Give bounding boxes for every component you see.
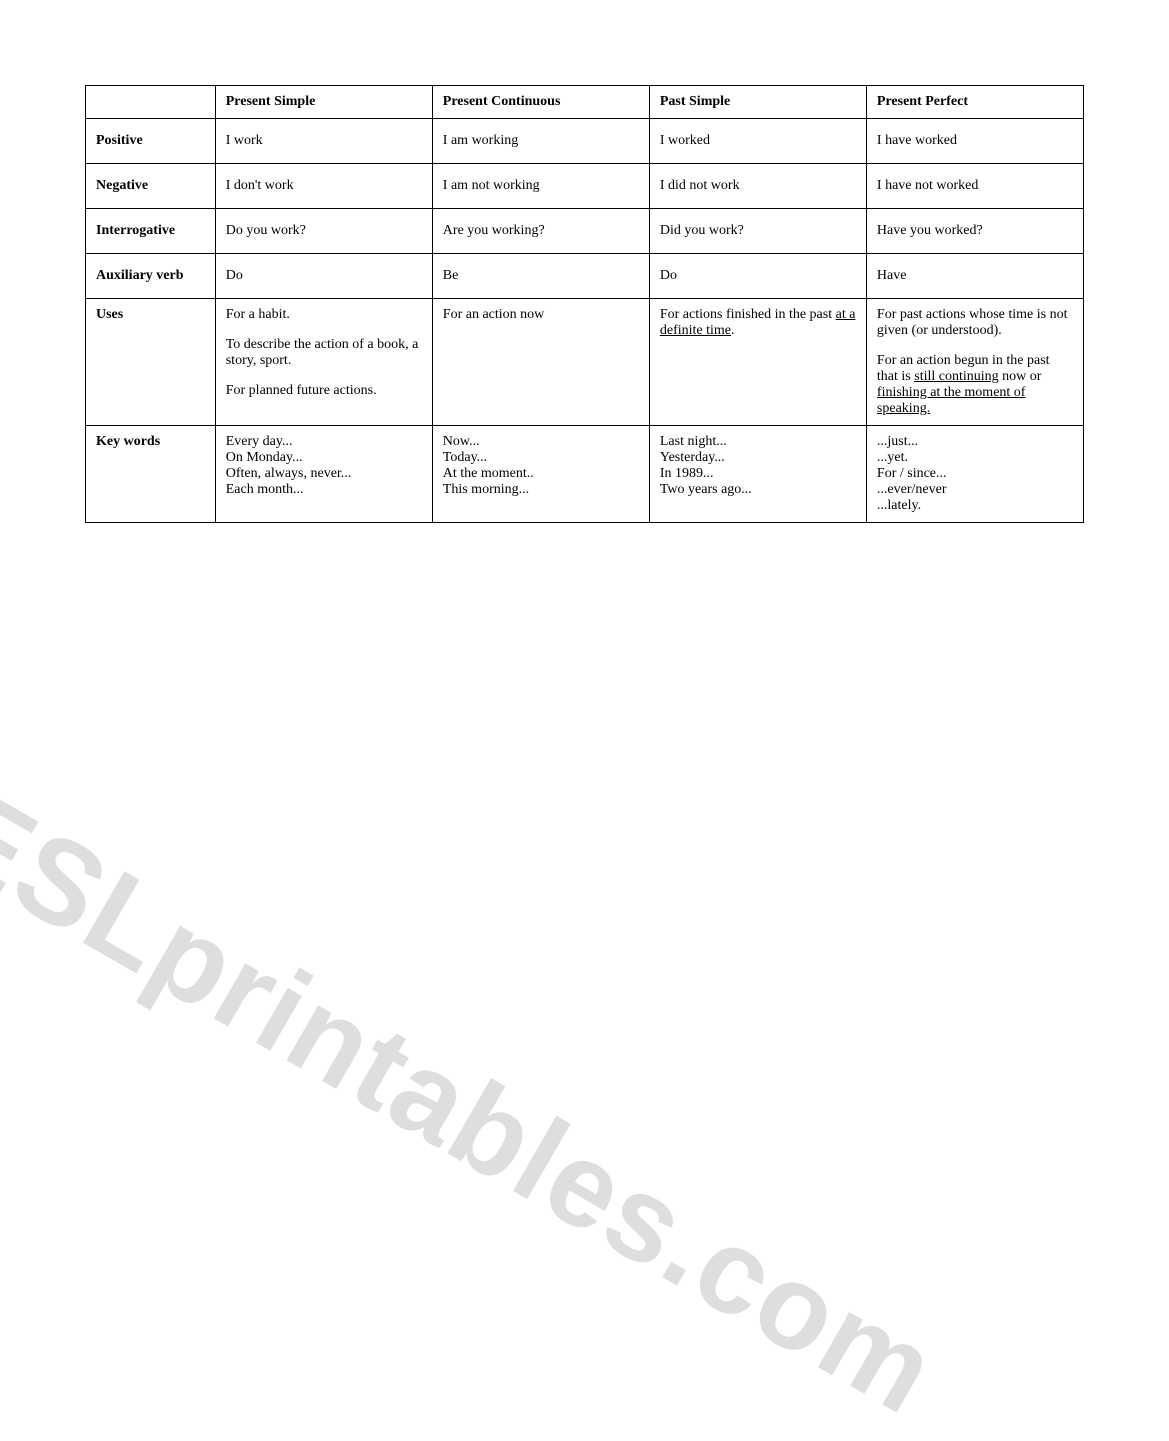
- positive-present-simple: I work: [215, 119, 432, 164]
- uses-ps-p3: For planned future actions.: [226, 383, 422, 399]
- auxiliary-row: Auxiliary verb Do Be Do Have: [86, 254, 1084, 299]
- uses-pc-p1: For an action now: [443, 307, 639, 323]
- positive-present-perfect: I have worked: [866, 119, 1083, 164]
- uses-ps-p1: For a habit.: [226, 307, 422, 323]
- interrogative-label: Interrogative: [86, 209, 216, 254]
- keywords-past-simple: Last night... Yesterday... In 1989... Tw…: [649, 426, 866, 523]
- interrogative-row: Interrogative Do you work? Are you worki…: [86, 209, 1084, 254]
- interrogative-present-simple: Do you work?: [215, 209, 432, 254]
- uses-pp-p2-mid: now or: [999, 369, 1042, 384]
- header-empty: [86, 86, 216, 119]
- auxiliary-past-simple: Do: [649, 254, 866, 299]
- interrogative-present-continuous: Are you working?: [432, 209, 649, 254]
- uses-pp-p1: For past actions whose time is not given…: [877, 307, 1073, 339]
- interrogative-past-simple: Did you work?: [649, 209, 866, 254]
- kw-pp-0: ...just...: [877, 434, 1073, 450]
- uses-past-post: .: [731, 323, 735, 338]
- keywords-label: Key words: [86, 426, 216, 523]
- kw-ps-3: Each month...: [226, 482, 422, 498]
- kw-past-1: Yesterday...: [660, 450, 856, 466]
- kw-past-3: Two years ago...: [660, 482, 856, 498]
- auxiliary-present-continuous: Be: [432, 254, 649, 299]
- keywords-row: Key words Every day... On Monday... Ofte…: [86, 426, 1084, 523]
- uses-label: Uses: [86, 299, 216, 426]
- uses-pp-p2: For an action begun in the past that is …: [877, 353, 1073, 417]
- watermark-text: ESLprintables.com: [0, 761, 960, 1441]
- kw-past-2: In 1989...: [660, 466, 856, 482]
- kw-pc-0: Now...: [443, 434, 639, 450]
- kw-pp-1: ...yet.: [877, 450, 1073, 466]
- keywords-present-simple: Every day... On Monday... Often, always,…: [215, 426, 432, 523]
- kw-ps-0: Every day...: [226, 434, 422, 450]
- uses-pp-p2-u1: still continuing: [914, 369, 998, 384]
- kw-past-0: Last night...: [660, 434, 856, 450]
- header-past-simple: Past Simple: [649, 86, 866, 119]
- positive-row: Positive I work I am working I worked I …: [86, 119, 1084, 164]
- positive-present-continuous: I am working: [432, 119, 649, 164]
- uses-row: Uses For a habit. To describe the action…: [86, 299, 1084, 426]
- keywords-present-perfect: ...just... ...yet. For / since... ...eve…: [866, 426, 1083, 523]
- uses-past-simple: For actions finished in the past at a de…: [649, 299, 866, 426]
- auxiliary-present-perfect: Have: [866, 254, 1083, 299]
- uses-past-p1: For actions finished in the past at a de…: [660, 307, 856, 339]
- kw-pc-1: Today...: [443, 450, 639, 466]
- interrogative-present-perfect: Have you worked?: [866, 209, 1083, 254]
- uses-ps-p2: To describe the action of a book, a stor…: [226, 337, 422, 369]
- header-present-perfect: Present Perfect: [866, 86, 1083, 119]
- negative-label: Negative: [86, 164, 216, 209]
- keywords-present-continuous: Now... Today... At the moment.. This mor…: [432, 426, 649, 523]
- negative-row: Negative I don't work I am not working I…: [86, 164, 1084, 209]
- tenses-table: Present Simple Present Continuous Past S…: [85, 85, 1084, 523]
- kw-pp-4: ...lately.: [877, 498, 1073, 514]
- positive-label: Positive: [86, 119, 216, 164]
- uses-past-pre: For actions finished in the past: [660, 307, 836, 322]
- header-present-continuous: Present Continuous: [432, 86, 649, 119]
- auxiliary-present-simple: Do: [215, 254, 432, 299]
- positive-past-simple: I worked: [649, 119, 866, 164]
- kw-pc-3: This morning...: [443, 482, 639, 498]
- document-page: Present Simple Present Continuous Past S…: [0, 0, 1169, 523]
- uses-present-simple: For a habit. To describe the action of a…: [215, 299, 432, 426]
- kw-ps-2: Often, always, never...: [226, 466, 422, 482]
- negative-present-perfect: I have not worked: [866, 164, 1083, 209]
- kw-ps-1: On Monday...: [226, 450, 422, 466]
- kw-pc-2: At the moment..: [443, 466, 639, 482]
- kw-pp-3: ...ever/never: [877, 482, 1073, 498]
- header-present-simple: Present Simple: [215, 86, 432, 119]
- uses-pp-p2-u2: finishing at the moment of speaking.: [877, 385, 1026, 416]
- uses-present-continuous: For an action now: [432, 299, 649, 426]
- kw-pp-2: For / since...: [877, 466, 1073, 482]
- uses-present-perfect: For past actions whose time is not given…: [866, 299, 1083, 426]
- negative-present-continuous: I am not working: [432, 164, 649, 209]
- header-row: Present Simple Present Continuous Past S…: [86, 86, 1084, 119]
- negative-present-simple: I don't work: [215, 164, 432, 209]
- auxiliary-label: Auxiliary verb: [86, 254, 216, 299]
- negative-past-simple: I did not work: [649, 164, 866, 209]
